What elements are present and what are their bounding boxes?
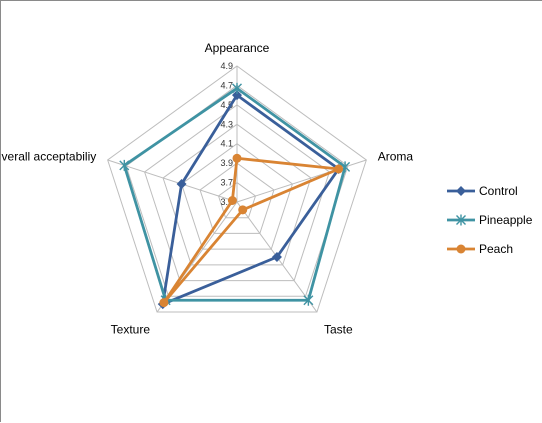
data-point — [456, 244, 466, 254]
legend-item: Pineapple — [447, 213, 533, 227]
grid-spoke — [107, 159, 238, 203]
data-point — [303, 294, 314, 306]
grid-ring — [107, 65, 367, 313]
data-point — [238, 205, 248, 215]
radar-grid — [107, 65, 367, 313]
legend-label: Control — [479, 184, 518, 198]
series-line — [161, 93, 341, 306]
data-point — [227, 195, 237, 205]
category-label: Overall acceptabiliy — [1, 149, 96, 163]
data-point — [232, 153, 242, 163]
tick-label: 4.7 — [220, 80, 233, 90]
tick-label: 4.9 — [220, 61, 233, 71]
tick-labels: 3.5 3.7 3.9 4.1 4.3 4.5 4.7 4.9 — [220, 61, 233, 207]
legend-label: Peach — [479, 242, 513, 256]
data-point — [119, 159, 130, 171]
category-label: Texture — [111, 323, 151, 337]
tick-label: 4.5 — [220, 100, 233, 110]
series-line — [162, 156, 341, 304]
legend-label: Pineapple — [479, 213, 533, 227]
series-pineapple — [119, 82, 351, 306]
tick-label: 3.5 — [220, 197, 233, 207]
category-label: Taste — [324, 323, 353, 337]
category-label: Appearance — [205, 41, 270, 55]
series-peach — [159, 153, 344, 308]
data-point — [456, 214, 466, 226]
data-point — [232, 90, 242, 101]
grid-ring — [199, 162, 275, 234]
data-point — [334, 164, 344, 174]
grid-ring — [144, 104, 330, 282]
data-point — [176, 178, 187, 189]
legend-item: Peach — [447, 242, 513, 256]
legend-item: Control — [447, 184, 518, 198]
data-point — [456, 186, 466, 196]
tick-label: 3.7 — [220, 178, 233, 188]
category-label: Aroma — [378, 149, 414, 163]
grid-ring — [180, 143, 294, 250]
tick-label: 3.9 — [220, 158, 233, 168]
tick-label: 4.3 — [220, 119, 233, 129]
data-point — [271, 252, 282, 263]
series-layer — [119, 82, 351, 310]
grid-ring — [162, 123, 312, 266]
category-labels: Appearance Aroma Taste Texture Overall accep… — [1, 41, 413, 337]
tick-label: 4.1 — [220, 139, 233, 149]
data-point — [232, 82, 242, 94]
series-line — [122, 86, 347, 302]
data-point — [159, 298, 169, 308]
legend: Control Pineapple Peach — [447, 184, 533, 256]
